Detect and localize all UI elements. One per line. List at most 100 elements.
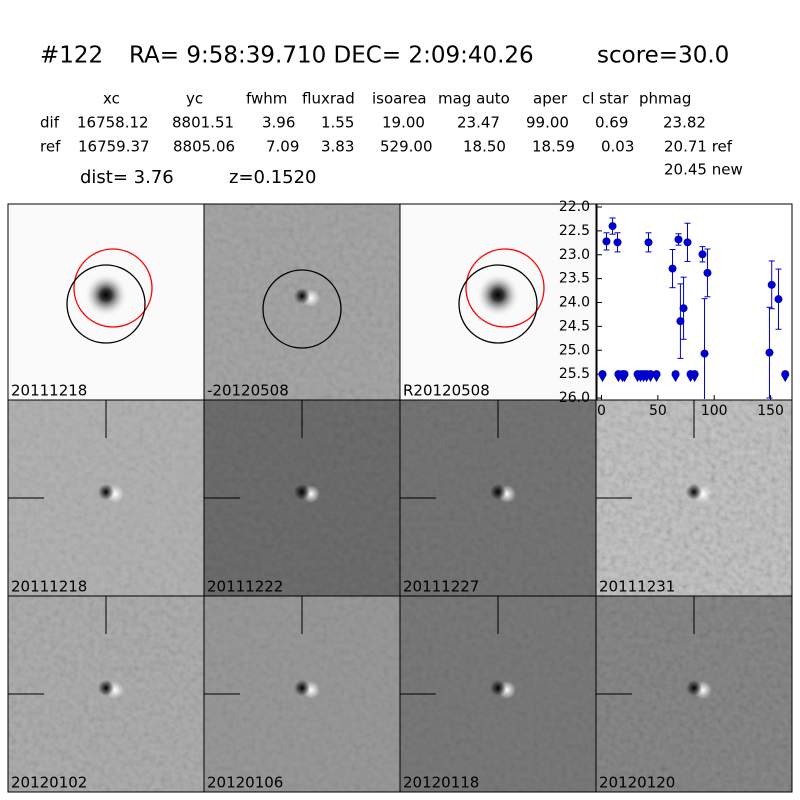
table-cell: 529.00 xyxy=(380,138,433,156)
point xyxy=(679,304,688,313)
y-tick-label: 25.0 xyxy=(559,342,590,358)
row-label: dif xyxy=(40,114,60,132)
source xyxy=(84,273,128,317)
panel-label: -20120508 xyxy=(207,382,289,400)
point xyxy=(671,370,680,379)
point xyxy=(700,349,709,358)
y-tick-label: 22.0 xyxy=(559,199,590,215)
y-tick-label: 24.5 xyxy=(559,318,590,334)
table-cell: 19.00 xyxy=(382,114,425,132)
redshift: z=0.1520 xyxy=(229,167,317,188)
point xyxy=(644,238,653,247)
light-curve: 22.0 22.5 23.0 23.5 24.0 24.5 25.0 25.5 26.0 0 50 1… xyxy=(559,199,793,419)
residual-dark xyxy=(490,680,506,696)
table-cell: 0.69 xyxy=(595,114,628,132)
point xyxy=(676,317,685,326)
table-cell: 20.71 ref xyxy=(664,138,733,156)
table-cell: 16759.37 xyxy=(78,138,150,156)
panel-frame xyxy=(595,595,793,793)
panel-label: 20120118 xyxy=(403,774,479,792)
distance: dist= 3.76 xyxy=(80,167,174,188)
aperture-circle xyxy=(458,264,538,344)
note: 20.45 new xyxy=(664,161,743,179)
score: score=30.0 xyxy=(597,43,729,69)
point xyxy=(598,370,607,379)
panel-label: 20120120 xyxy=(599,774,675,792)
residual-dark xyxy=(686,680,702,696)
table-cell: 1.55 xyxy=(321,114,354,132)
plot-area xyxy=(596,203,793,401)
x-tick-label: 50 xyxy=(649,403,667,419)
column-header: phmag xyxy=(639,90,691,108)
source xyxy=(476,273,520,317)
row-label: ref xyxy=(40,138,61,156)
residual-dark xyxy=(294,288,310,304)
point xyxy=(765,348,774,357)
panel-label: R20120508 xyxy=(403,382,490,400)
point xyxy=(620,370,629,379)
point xyxy=(668,264,677,273)
point xyxy=(602,237,611,246)
point xyxy=(774,295,783,304)
x-tick-label: 150 xyxy=(757,403,784,419)
table-cell: 7.09 xyxy=(266,138,299,156)
column-header: xc xyxy=(103,90,120,108)
table-cell: 18.50 xyxy=(463,138,506,156)
table-cell: 3.83 xyxy=(321,138,354,156)
table-cell: 16758.12 xyxy=(77,114,149,132)
column-header: mag auto xyxy=(438,90,510,108)
point xyxy=(608,222,617,231)
column-header: fwhm xyxy=(246,90,287,108)
panel-label: 20111222 xyxy=(207,578,283,596)
table-cell: 0.03 xyxy=(601,138,634,156)
residual-dark xyxy=(294,680,310,696)
y-tick-label: 23.0 xyxy=(559,247,590,263)
column-header: cl star xyxy=(582,90,629,108)
table-cell: 8805.06 xyxy=(173,138,235,156)
ref-circle xyxy=(73,248,153,328)
y-tick-label: 23.5 xyxy=(559,271,590,287)
point xyxy=(613,238,622,247)
panel-label: 20111227 xyxy=(403,578,479,596)
column-header: fluxrad xyxy=(302,90,355,108)
panels: 20111218 -20120508 R20120508 20111218 201112… xyxy=(7,203,793,793)
point xyxy=(683,238,692,247)
point xyxy=(674,235,683,244)
point xyxy=(698,250,707,259)
aperture-circle xyxy=(262,269,342,349)
plot-contents xyxy=(598,217,790,399)
panel-label: 20120102 xyxy=(11,774,87,792)
residual-dark xyxy=(490,484,506,500)
coordinates: RA= 9:58:39.710 DEC= 2:09:40.26 xyxy=(129,43,534,69)
point xyxy=(646,370,655,379)
column-header: aper xyxy=(533,90,568,108)
point xyxy=(690,370,699,379)
point xyxy=(652,370,661,379)
panel-label: 20111218 xyxy=(11,382,87,400)
y-tick-label: 24.0 xyxy=(559,295,590,311)
panel-label: 20111218 xyxy=(11,578,87,596)
point xyxy=(781,370,790,379)
table-cell: 23.47 xyxy=(457,114,500,132)
column-header: yc xyxy=(186,90,203,108)
point xyxy=(767,280,776,289)
residual-dark xyxy=(98,484,114,500)
table-cell: 18.59 xyxy=(532,138,575,156)
x-tick-label: 0 xyxy=(597,403,606,419)
ref-circle xyxy=(465,248,545,328)
column-header: isoarea xyxy=(372,90,427,108)
point xyxy=(703,268,712,277)
residual-dark xyxy=(686,484,702,500)
candidate-id: #122 xyxy=(40,43,103,69)
y-tick-label: 25.5 xyxy=(559,366,590,382)
residual-dark xyxy=(294,484,310,500)
y-tick-label: 26.0 xyxy=(559,390,590,406)
table-cell: 99.00 xyxy=(526,114,569,132)
table-cell: 23.82 xyxy=(663,114,706,132)
panel-label: 20111231 xyxy=(599,578,675,596)
residual-dark xyxy=(98,680,114,696)
y-tick-label: 22.5 xyxy=(559,223,590,239)
aperture-circle xyxy=(66,264,146,344)
